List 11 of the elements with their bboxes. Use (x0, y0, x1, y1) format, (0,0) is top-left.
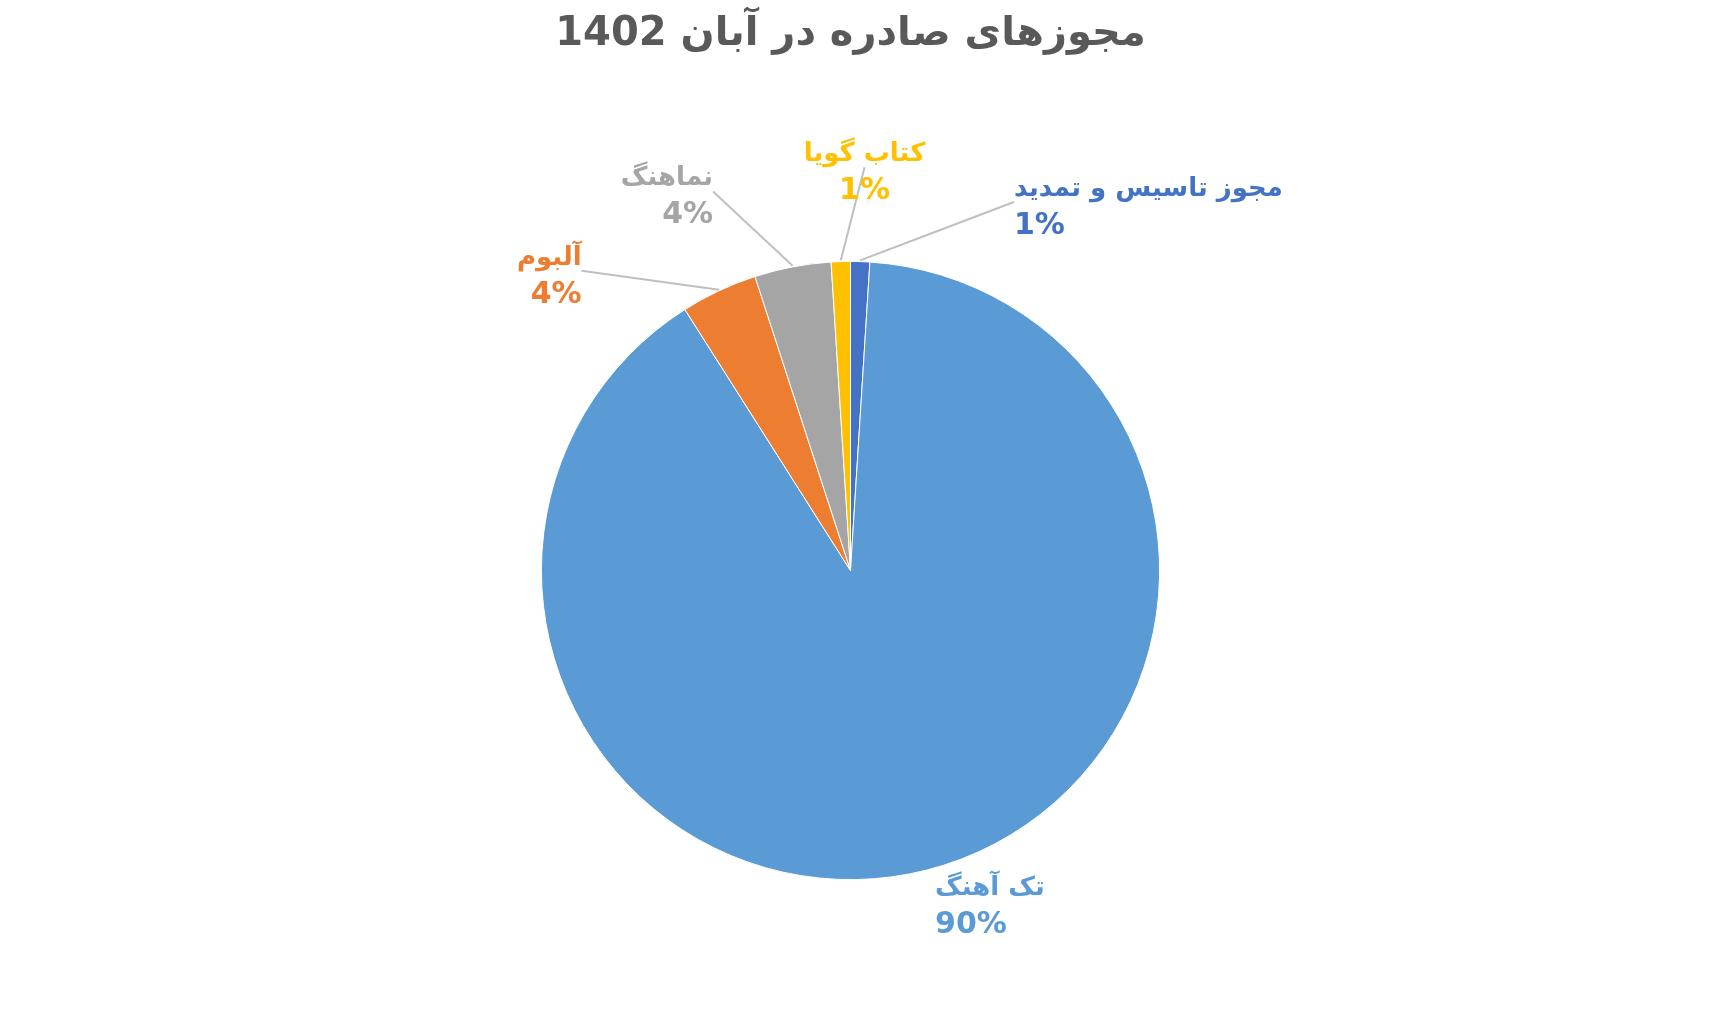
slice-label: آلبوم (516, 239, 583, 272)
slice-label: کتاب گویا (803, 137, 927, 169)
data-label: 90% (935, 905, 1007, 941)
slice-label: نماهنگ (620, 161, 714, 192)
chart-title: مجوزهای صادره در آبان 1402 (555, 5, 1146, 55)
data-label: 1% (1013, 205, 1065, 241)
slice-label: مجوز تاسیس و تمدید (1013, 171, 1283, 203)
slice-label: تک آهنگ (935, 870, 1045, 902)
data-label: 4% (662, 195, 714, 231)
data-label: 1% (839, 171, 890, 207)
data-label: 4% (530, 274, 582, 310)
